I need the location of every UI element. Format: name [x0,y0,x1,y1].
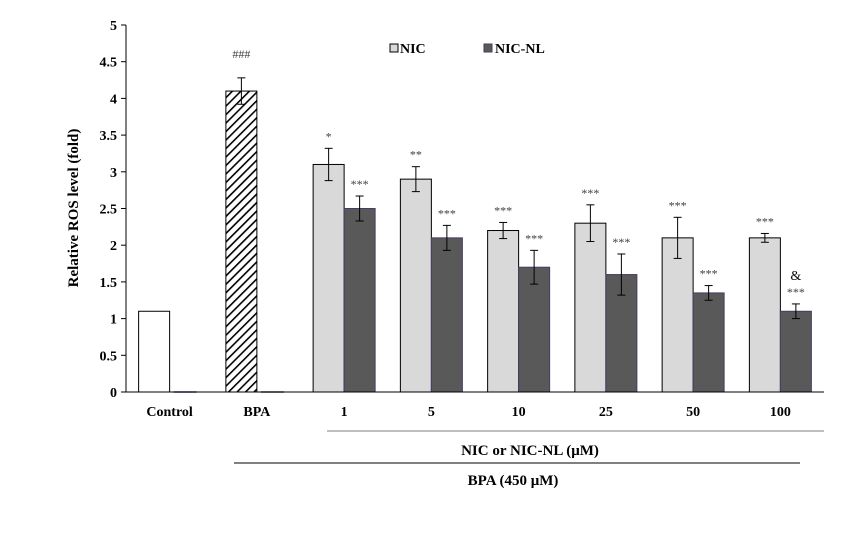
bar-nic [574,222,607,393]
bar-nic-nl [692,292,725,393]
y-tick-label: 2 [110,239,117,254]
y-tick-label: 4.5 [100,56,118,71]
bar-nic-nl [430,237,463,393]
y-tick-label: 4 [110,92,117,107]
bar-nic-nl [779,310,812,393]
bar-nic [748,237,781,393]
annotation-nic-nl: *** [351,177,369,191]
x-tick-label: 25 [599,405,613,420]
legend-nicnl-label: NIC-NL [495,42,545,57]
treatment-group-label: BPA (450 μM) [468,473,559,489]
x-tick-label: 50 [686,405,700,420]
y-tick-label: 1.5 [100,276,118,291]
annotation-nic: ** [410,148,422,162]
annotation-nic: * [326,129,332,143]
legend-nicnl-swatch [483,43,493,53]
y-tick-label: 2.5 [100,203,118,218]
annotation-nic-nl: *** [612,235,630,249]
x-axis-labels: Control BPA 1 5 10 25 50 100 [146,405,790,420]
bar-nic [487,230,520,393]
y-tick-label: 3.5 [100,129,118,144]
y-tick-label: 3 [110,166,117,181]
bars [138,90,812,393]
annotation-nic: *** [494,203,512,217]
x-tick-label: Control [146,405,193,420]
bar-nic-nl [518,266,551,393]
bar-nic [661,237,694,393]
x-tick-label: 1 [341,405,348,420]
annotation-nic-nl: *** [525,231,543,245]
y-axis-ticks: 0 0.5 1 1.5 2 2.5 3 3.5 4 4.5 5 [100,19,126,401]
y-axis-label: Relative ROS level (fold) [66,129,82,288]
legend: NIC NIC-NL [389,42,545,57]
bar-nic [312,163,345,393]
x-tick-label: 10 [512,405,526,420]
annotation-nic-nl-top: & [790,269,801,284]
annotation-nic: *** [756,214,774,228]
legend-nic-swatch [389,43,399,53]
y-tick-label: 0 [110,386,117,401]
y-tick-label: 0.5 [100,349,118,364]
concentration-group-label: NIC or NIC-NL (μM) [461,443,599,459]
error-bars [237,77,800,320]
bar-nic-nl [605,274,638,393]
bar-nic-nl [343,208,376,393]
legend-nic-label: NIC [400,42,426,57]
annotation-nic-nl: *** [700,267,718,281]
y-tick-label: 1 [110,313,117,328]
annotation-nic: *** [581,186,599,200]
annotation-bpa: ### [232,47,250,61]
annotation-nic-nl: *** [787,285,805,299]
y-tick-label: 5 [110,19,117,34]
x-tick-label: 100 [770,405,791,420]
bar-bpa [225,90,258,393]
annotation-nic: *** [669,198,687,212]
x-tick-label: BPA [243,405,271,420]
bar-control [138,310,171,393]
x-tick-label: 5 [428,405,435,420]
significance-annotations: ###********* ************************& [232,47,805,299]
annotation-nic-nl: *** [438,206,456,220]
bar-nic [399,178,432,393]
